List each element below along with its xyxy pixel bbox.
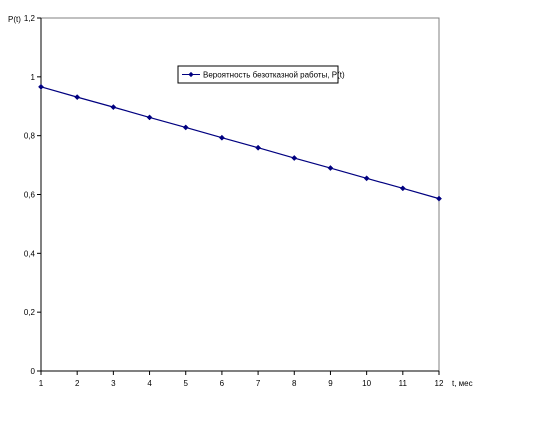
x-tick-label: 6 [220,379,225,388]
y-tick-label: 0 [31,367,36,376]
x-tick-label: 10 [362,379,371,388]
y-tick-label: 0,8 [24,132,36,141]
x-tick-label: 9 [328,379,333,388]
x-tick-label: 5 [184,379,189,388]
data-point [38,83,44,90]
legend-label: Вероятность безотказной работы, P(t) [203,71,345,80]
data-point [399,185,406,192]
data-point [436,195,442,202]
y-tick-label: 0,2 [24,308,36,317]
data-point [74,94,81,101]
legend: Вероятность безотказной работы, P(t) [177,65,345,84]
y-axis: 0 0,2 0,4 0,6 0,8 1 1,2 [24,14,41,376]
y-axis-title: P(t) [8,15,21,24]
x-tick-label: 12 [435,379,444,388]
data-point [110,104,117,111]
data-point [182,124,189,131]
x-tick-label: 8 [292,379,297,388]
x-tick-label: 7 [256,379,261,388]
data-point [327,165,334,171]
data-point [218,134,225,141]
y-tick-label: 0,6 [24,191,36,200]
series-line [40,86,440,200]
x-axis-title: t, мес [452,379,473,388]
y-tick-label: 0,4 [24,249,36,258]
x-tick-label: 1 [39,379,44,388]
data-point [363,175,370,182]
x-tick-label: 3 [111,379,116,388]
legend-marker [188,71,194,78]
x-tick-label: 11 [399,379,408,388]
x-tick-label: 4 [147,379,152,388]
x-tick-label: 2 [75,379,80,388]
legend-box [177,65,339,84]
data-point [291,155,298,161]
data-point [146,114,153,121]
y-tick-label: 1,2 [24,14,36,23]
data-point [255,144,262,151]
x-axis: 1 2 3 4 5 6 7 8 9 10 11 12 [39,371,444,388]
series-layer [38,83,442,202]
y-tick-label: 1 [31,73,36,82]
